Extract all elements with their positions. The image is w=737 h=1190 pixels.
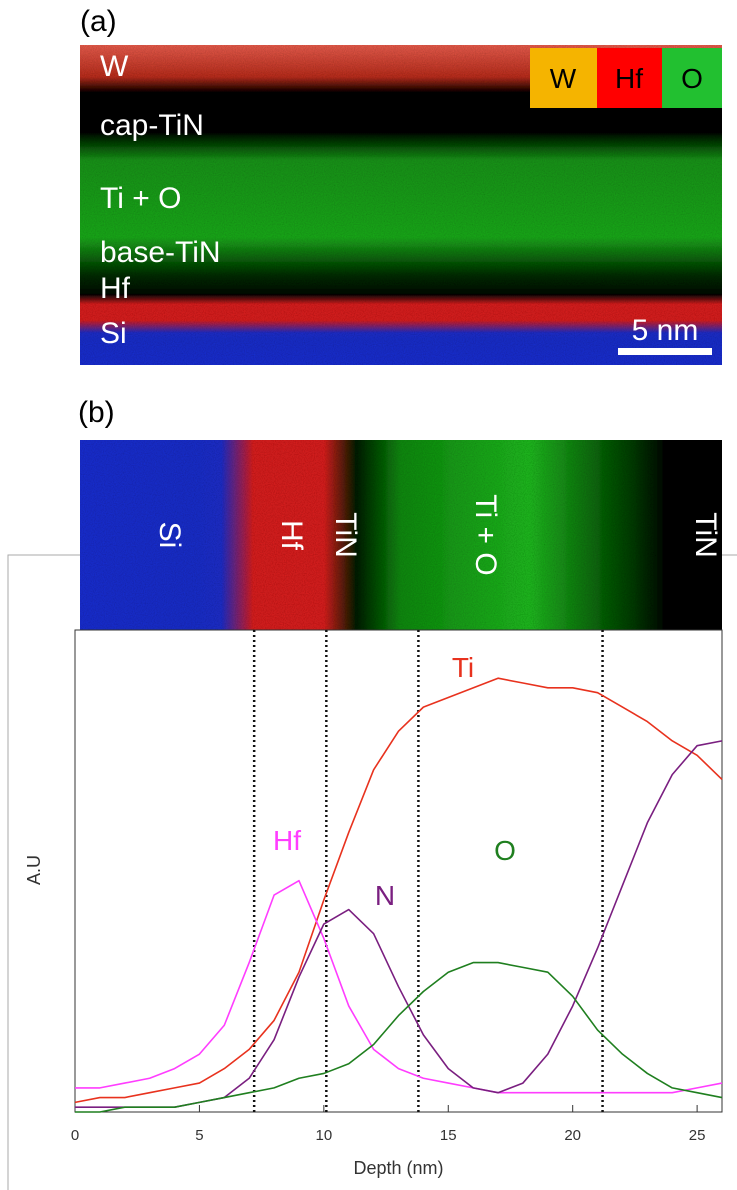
legend-label: Hf (615, 63, 643, 94)
layer-label: TiN (689, 512, 722, 558)
scale-bar (618, 348, 712, 355)
eds-map (80, 440, 722, 630)
legend-box (662, 48, 722, 108)
plot-area (74, 629, 723, 1113)
layer-label: Ti + O (100, 182, 181, 215)
legend-box (530, 48, 597, 108)
layer-label: Ti + O (469, 494, 502, 575)
x-tick-label: 25 (689, 1127, 706, 1144)
series-label: N (375, 880, 395, 911)
legend-label: O (681, 63, 703, 94)
series-label: O (494, 835, 516, 866)
layer-label: Si (100, 317, 127, 350)
series-label: Hf (273, 825, 301, 856)
plot: 0 5 10 15 20 25 Depth (nm) A.U Ti Hf N O (24, 629, 723, 1178)
layer-label: W (100, 50, 129, 83)
x-tick-label: 20 (564, 1127, 581, 1144)
layer-label: Hf (275, 520, 308, 551)
scale-bar-label: 5 nm (632, 314, 699, 347)
y-axis-label: A.U (24, 855, 44, 885)
series-line (75, 961, 723, 1113)
x-tick-label: 0 (71, 1127, 79, 1144)
series-line (74, 677, 723, 1104)
x-tick-label: 15 (440, 1127, 457, 1144)
layer-label: Si (153, 522, 186, 549)
panel-label: (a) (80, 5, 117, 38)
x-tick-label: 10 (316, 1127, 333, 1144)
x-axis-label: Depth (nm) (353, 1158, 443, 1178)
layer-label: cap-TiN (100, 109, 204, 142)
series-line (75, 740, 723, 1108)
legend-label: W (550, 63, 577, 94)
layer-label: base-TiN (100, 236, 221, 269)
series-line (75, 879, 723, 1094)
legend-box (597, 48, 662, 108)
x-tick-label: 5 (195, 1127, 203, 1144)
layer-label: TiN (329, 512, 362, 558)
panel-label: (b) (78, 396, 115, 429)
series-label: Ti (452, 652, 474, 683)
layer-label: Hf (100, 272, 131, 305)
